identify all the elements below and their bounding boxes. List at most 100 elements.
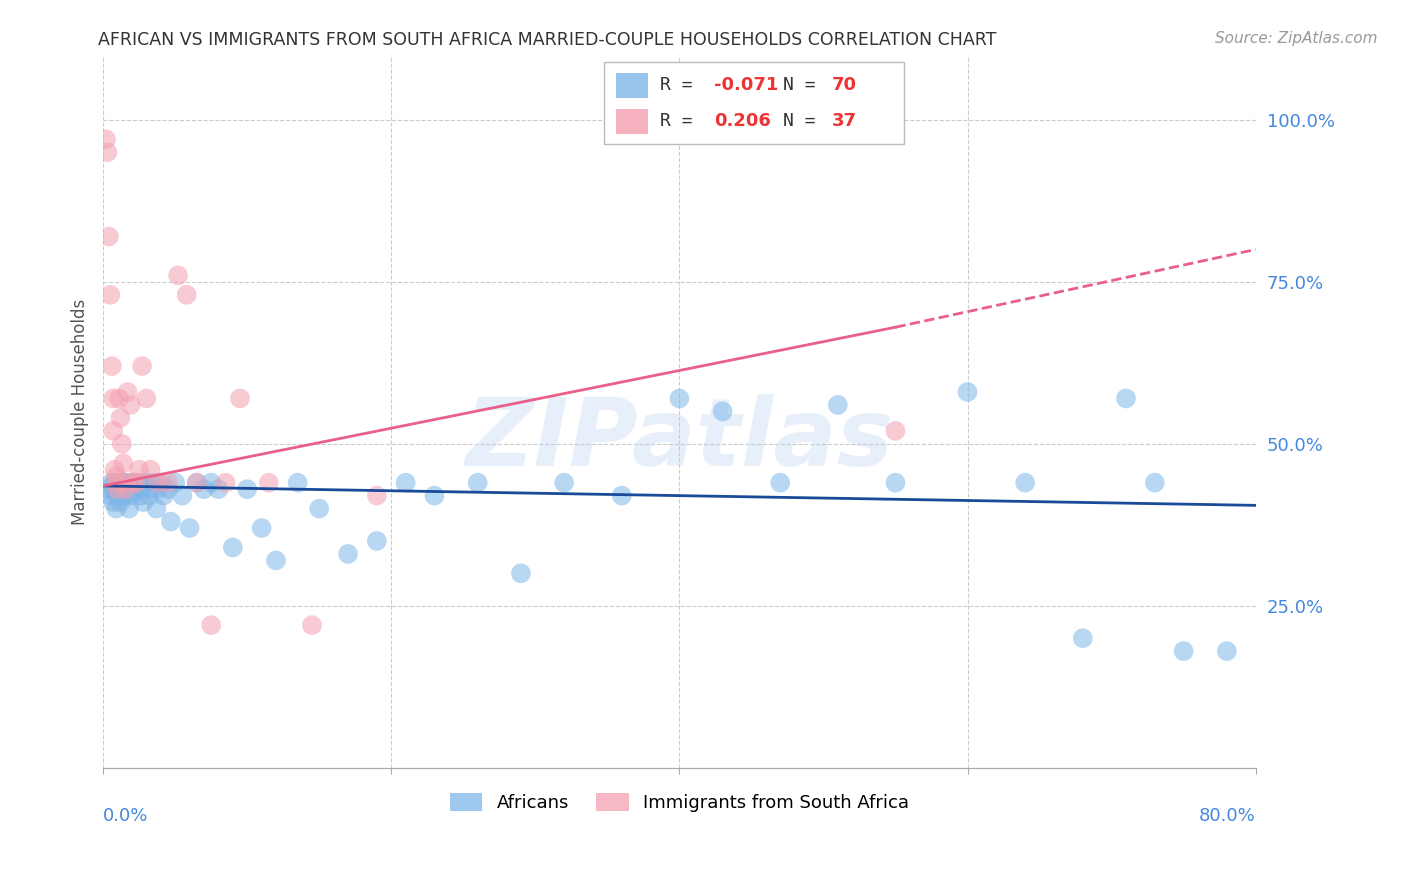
Point	[97, 229, 120, 244]
Point	[142, 475, 165, 490]
Point	[135, 392, 157, 406]
Point	[956, 384, 979, 399]
Point	[111, 482, 134, 496]
Point	[98, 288, 121, 302]
Point	[98, 489, 121, 503]
Point	[139, 482, 162, 496]
Point	[121, 475, 143, 490]
Legend: Africans, Immigrants from South Africa: Africans, Immigrants from South Africa	[443, 786, 917, 819]
Point	[118, 501, 141, 516]
Point	[146, 475, 169, 490]
Point	[105, 469, 128, 483]
Point	[115, 475, 138, 490]
Point	[100, 475, 122, 490]
Point	[108, 392, 131, 406]
Point	[200, 618, 222, 632]
Point	[131, 359, 153, 373]
Point	[156, 482, 179, 496]
Point	[107, 482, 129, 496]
Point	[186, 475, 208, 490]
Point	[96, 145, 118, 160]
Point	[884, 424, 907, 438]
Point	[257, 475, 280, 490]
Point	[103, 495, 125, 509]
Point	[193, 482, 215, 496]
Point	[114, 475, 136, 490]
Point	[156, 475, 179, 490]
Point	[509, 566, 531, 581]
Point	[112, 489, 135, 503]
Point	[115, 482, 138, 496]
Point	[172, 489, 194, 503]
Point	[1071, 631, 1094, 645]
Point	[264, 553, 287, 567]
Text: N =: N =	[783, 112, 827, 129]
Point	[107, 475, 129, 490]
Point	[467, 475, 489, 490]
Point	[366, 489, 388, 503]
Point	[553, 475, 575, 490]
Point	[711, 404, 734, 418]
Text: R =: R =	[659, 76, 703, 94]
Text: Source: ZipAtlas.com: Source: ZipAtlas.com	[1215, 31, 1378, 46]
Point	[769, 475, 792, 490]
Point	[120, 482, 142, 496]
Point	[207, 482, 229, 496]
Point	[186, 475, 208, 490]
Point	[114, 475, 136, 490]
Point	[104, 463, 127, 477]
Point	[884, 475, 907, 490]
Point	[145, 501, 167, 516]
Point	[131, 475, 153, 490]
Point	[96, 482, 118, 496]
Point	[308, 501, 330, 516]
Text: ZIPatlas: ZIPatlas	[465, 394, 893, 486]
Point	[128, 463, 150, 477]
Point	[1173, 644, 1195, 658]
Point	[1216, 644, 1239, 658]
Text: N =: N =	[783, 76, 827, 94]
Point	[250, 521, 273, 535]
Point	[287, 475, 309, 490]
Point	[125, 475, 148, 490]
Point	[122, 475, 145, 490]
FancyBboxPatch shape	[616, 73, 648, 98]
Point	[103, 424, 125, 438]
Text: 80.0%: 80.0%	[1199, 807, 1256, 825]
Point	[200, 475, 222, 490]
Point	[121, 489, 143, 503]
Y-axis label: Married-couple Households: Married-couple Households	[72, 298, 89, 524]
Point	[107, 482, 129, 496]
Point	[827, 398, 849, 412]
Point	[132, 495, 155, 509]
Point	[1143, 475, 1166, 490]
Point	[124, 482, 146, 496]
Point	[337, 547, 360, 561]
Text: 0.206: 0.206	[714, 112, 770, 129]
Point	[395, 475, 418, 490]
Point	[138, 489, 160, 503]
Point	[117, 384, 139, 399]
Point	[128, 482, 150, 496]
Text: -0.071: -0.071	[714, 76, 779, 94]
Point	[668, 392, 690, 406]
Point	[94, 132, 117, 146]
Point	[104, 475, 127, 490]
Point	[120, 398, 142, 412]
Point	[179, 521, 201, 535]
Point	[129, 489, 152, 503]
Point	[229, 392, 252, 406]
Point	[107, 489, 129, 503]
Point	[105, 501, 128, 516]
Point	[108, 475, 131, 490]
FancyBboxPatch shape	[616, 109, 648, 134]
Point	[111, 437, 134, 451]
Text: AFRICAN VS IMMIGRANTS FROM SOUTH AFRICA MARRIED-COUPLE HOUSEHOLDS CORRELATION CH: AFRICAN VS IMMIGRANTS FROM SOUTH AFRICA …	[98, 31, 997, 49]
Point	[110, 410, 132, 425]
Point	[1014, 475, 1036, 490]
Point	[176, 288, 198, 302]
Point	[160, 515, 183, 529]
Point	[100, 359, 122, 373]
Point	[366, 533, 388, 548]
FancyBboxPatch shape	[605, 62, 904, 145]
